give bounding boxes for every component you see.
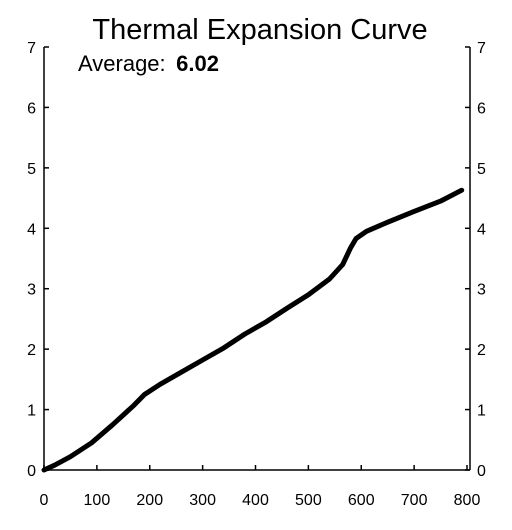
y-tick-label-right: 0 bbox=[477, 463, 486, 480]
y-tick-label-left: 2 bbox=[27, 342, 36, 359]
x-tick-label: 700 bbox=[401, 492, 428, 509]
y-tick-label-right: 1 bbox=[477, 403, 486, 420]
y-tick-label-right: 7 bbox=[477, 40, 486, 57]
subtitle-label: Average: bbox=[78, 51, 166, 76]
axes bbox=[43, 47, 471, 471]
y-tick-label-left: 7 bbox=[27, 40, 36, 57]
x-tick-label: 400 bbox=[242, 492, 269, 509]
x-tick-label: 0 bbox=[40, 492, 49, 509]
y-tick-label-left: 5 bbox=[27, 161, 36, 178]
series-group bbox=[41, 187, 465, 473]
tick-labels: 0 01 12 23 34 45 56 67 70 100 200 300 400 500 600 700 80… bbox=[27, 40, 486, 509]
y-tick-label-right: 5 bbox=[477, 161, 486, 178]
x-tick-label: 800 bbox=[454, 492, 481, 509]
x-tick-label: 300 bbox=[189, 492, 216, 509]
x-tick-label: 600 bbox=[348, 492, 375, 509]
y-tick-label-right: 4 bbox=[477, 221, 486, 238]
x-tick-label: 200 bbox=[136, 492, 163, 509]
y-tick-label-left: 0 bbox=[27, 463, 36, 480]
y-tick-label-right: 2 bbox=[477, 342, 486, 359]
series-line-1 bbox=[41, 187, 465, 473]
y-tick-label-left: 4 bbox=[27, 221, 36, 238]
y-tick-label-right: 3 bbox=[477, 282, 486, 299]
x-tick-label: 500 bbox=[295, 492, 322, 509]
x-tick-label: 100 bbox=[84, 492, 111, 509]
y-tick-label-left: 1 bbox=[27, 403, 36, 420]
y-tick-label-left: 3 bbox=[27, 282, 36, 299]
chart-subtitle: Average: 6.02 bbox=[78, 51, 219, 76]
subtitle-value: 6.02 bbox=[176, 51, 219, 76]
tick-marks bbox=[43, 46, 470, 471]
y-tick-label-right: 6 bbox=[477, 100, 486, 117]
y-tick-label-left: 6 bbox=[27, 100, 36, 117]
chart-title: Thermal Expansion Curve bbox=[92, 14, 427, 46]
